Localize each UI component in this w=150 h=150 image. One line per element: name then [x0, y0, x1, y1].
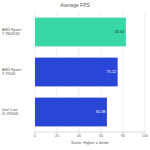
x-axis-line [35, 132, 145, 133]
category-label-line: AMD Ryzen [2, 68, 21, 72]
data-label: 82.64 [115, 30, 125, 34]
grid-line [145, 12, 146, 132]
x-axis-label: Score: Higher is better [71, 141, 110, 145]
bars [35, 18, 126, 127]
data-label: 75.12 [107, 70, 117, 74]
chart-svg: Average FPS 0 20 40 60 80 100 Score: Higher is … [0, 0, 150, 150]
category-label-line: 9 7950X [2, 72, 16, 76]
tick-label: 60 [99, 134, 103, 138]
category-label-line: 7 7800X3D [2, 32, 20, 36]
chart-container: Average FPS 0 20 40 60 80 100 Score: Higher is … [0, 0, 150, 150]
category-label: AMD Ryzen7 7800X3D [2, 28, 21, 36]
bar [35, 58, 118, 87]
tick-label: 40 [77, 134, 81, 138]
labels: 82.64AMD Ryzen7 7800X3D75.12AMD Ryzen9 7… [2, 28, 124, 116]
category-label-line: i9-13900K [2, 112, 19, 116]
tick-label: 20 [55, 134, 59, 138]
data-label: 65.38 [96, 110, 106, 114]
bar [35, 98, 107, 127]
category-label-line: AMD Ryzen [2, 28, 21, 32]
category-label: Intel Corei9-13900K [2, 108, 19, 116]
tick-label: 80 [121, 134, 125, 138]
chart-title: Average FPS [60, 2, 90, 8]
category-label: AMD Ryzen9 7950X [2, 68, 21, 76]
tick-label: 0 [34, 134, 36, 138]
bar [35, 18, 126, 47]
tick-label: 100 [142, 134, 148, 138]
category-label-line: Intel Core [2, 108, 18, 112]
